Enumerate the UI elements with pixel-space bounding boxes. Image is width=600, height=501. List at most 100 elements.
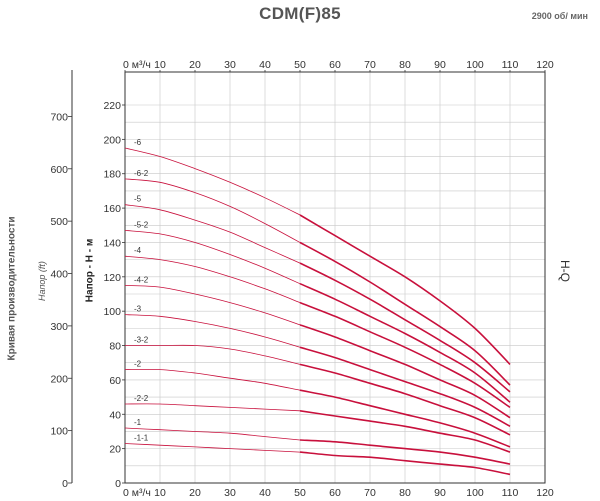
- curve-label: -2: [134, 360, 142, 369]
- y-tick-m: 40: [109, 409, 121, 421]
- curve-3: -3: [124, 305, 511, 428]
- x-tick-top: 80: [399, 59, 411, 71]
- x-tick-bottom: 40: [259, 487, 271, 499]
- y-tick-ft: 400: [50, 269, 68, 281]
- x-tick-top: 40: [259, 59, 271, 71]
- x-tick-top: 30: [224, 59, 236, 71]
- x-tick-top: 100: [466, 59, 484, 71]
- curve-line-bold: [299, 363, 511, 436]
- curve-line-thin: [124, 427, 301, 441]
- x-tick-top: 90: [434, 59, 446, 71]
- y-tick-m: 60: [109, 375, 121, 387]
- x-tick-bottom: 20: [189, 487, 201, 499]
- curve-5-2: -5-2: [124, 220, 511, 403]
- curve-line-bold: [299, 301, 511, 409]
- curve-label: -6: [134, 138, 142, 147]
- y-tick-ft: 700: [50, 111, 68, 123]
- y-tick-m: 200: [103, 134, 121, 146]
- curve-1-1: -1-1: [124, 433, 511, 476]
- y-tick-m: 120: [103, 272, 121, 284]
- speed-label: 2900 об/ мин: [531, 11, 588, 21]
- y-tick-ft: 100: [50, 426, 68, 438]
- curve-line-bold: [299, 439, 511, 465]
- tick-labels: 0 м³/ч0 м³/ч1010202030304040505060607070…: [50, 59, 553, 499]
- x-tick-bottom: 50: [294, 487, 306, 499]
- y-tick-m: 180: [103, 169, 121, 181]
- x-tick-bottom: 60: [329, 487, 341, 499]
- curve-line-bold: [299, 241, 511, 386]
- curve-label: -5: [134, 195, 142, 204]
- curve-4-2: -4-2: [124, 275, 511, 419]
- y-tick-ft: 500: [50, 216, 68, 228]
- x-tick-top: 10: [154, 59, 166, 71]
- x-tick-bottom: 80: [399, 487, 411, 499]
- curve-2: -2: [124, 360, 511, 448]
- curve-label: -2-2: [134, 394, 149, 403]
- curve-line-bold: [299, 282, 511, 403]
- curve-6: -6: [124, 138, 511, 365]
- curve-label: -3: [134, 305, 142, 314]
- curve-1: -1: [124, 418, 511, 465]
- curve-label: -6-2: [134, 169, 149, 178]
- x-tick-bottom: 70: [364, 487, 376, 499]
- curve-line-thin: [124, 230, 301, 285]
- y-tick-ft: 300: [50, 321, 68, 333]
- y-tick-m: 20: [109, 444, 121, 456]
- curve-line-thin: [124, 255, 301, 303]
- curve-line-bold: [299, 451, 511, 476]
- x-tick-bottom: 100: [466, 487, 484, 499]
- curve-label: -5-2: [134, 220, 149, 229]
- curve-line-thin: [125, 344, 301, 365]
- curves: -6-6-2-5-5-2-4-4-2-3-3-2-2-2-2-1-1-1: [124, 138, 511, 476]
- x-tick-top: 20: [189, 59, 201, 71]
- x-tick-top: 70: [364, 59, 376, 71]
- y-tick-m: 140: [103, 237, 121, 249]
- curve-line-thin: [124, 178, 301, 243]
- curve-label: -4: [134, 246, 142, 255]
- curve-line-bold: [299, 389, 511, 448]
- curve-line-thin: [124, 314, 301, 348]
- y-tick-ft: 0: [62, 478, 68, 490]
- x-tick-top: 0 м³/ч: [123, 59, 151, 71]
- x-tick-bottom: 120: [536, 487, 554, 499]
- x-tick-top: 120: [536, 59, 554, 71]
- curve-2-2: -2-2: [124, 394, 511, 453]
- y-tick-ft: 600: [50, 164, 68, 176]
- curve-label: -3-2: [134, 336, 149, 345]
- curve-6-2: -6-2: [124, 169, 511, 386]
- curve-line-thin: [124, 368, 301, 391]
- curve-line-thin: [124, 403, 301, 412]
- y-tick-ft: 200: [50, 373, 68, 385]
- x-tick-bottom: 90: [434, 487, 446, 499]
- axes: [68, 70, 546, 484]
- x-tick-top: 110: [502, 59, 519, 71]
- curve-line-thin: [124, 285, 301, 326]
- y-tick-m: 160: [103, 203, 121, 215]
- curve-4: -4: [124, 246, 511, 409]
- y-tick-m: 100: [103, 306, 121, 318]
- x-tick-bottom: 0 м³/ч: [123, 487, 151, 499]
- curve-label: -4-2: [134, 275, 149, 284]
- x-tick-bottom: 30: [224, 487, 236, 499]
- curve-line-bold: [299, 324, 511, 419]
- curve-line-bold: [299, 346, 511, 428]
- x-tick-top: 50: [294, 59, 306, 71]
- y-tick-m: 0: [115, 478, 121, 490]
- curve-3-2: -3-2: [125, 336, 511, 436]
- curve-5: -5: [124, 195, 511, 393]
- x-tick-bottom: 10: [154, 487, 166, 499]
- x-tick-bottom: 110: [502, 487, 519, 499]
- curve-line-bold: [299, 262, 511, 393]
- curve-line-thin: [124, 147, 301, 216]
- chart-title: CDM(F)85: [259, 4, 341, 23]
- y-tick-m: 220: [103, 100, 121, 112]
- curve-line-thin: [124, 204, 301, 264]
- curve-line-bold: [299, 410, 511, 453]
- x-tick-top: 60: [329, 59, 341, 71]
- curve-line-thin: [124, 443, 301, 453]
- curve-line-bold: [299, 214, 511, 365]
- y-tick-m: 80: [109, 341, 121, 353]
- curve-label: -1-1: [134, 433, 149, 442]
- curve-label: -1: [134, 418, 142, 427]
